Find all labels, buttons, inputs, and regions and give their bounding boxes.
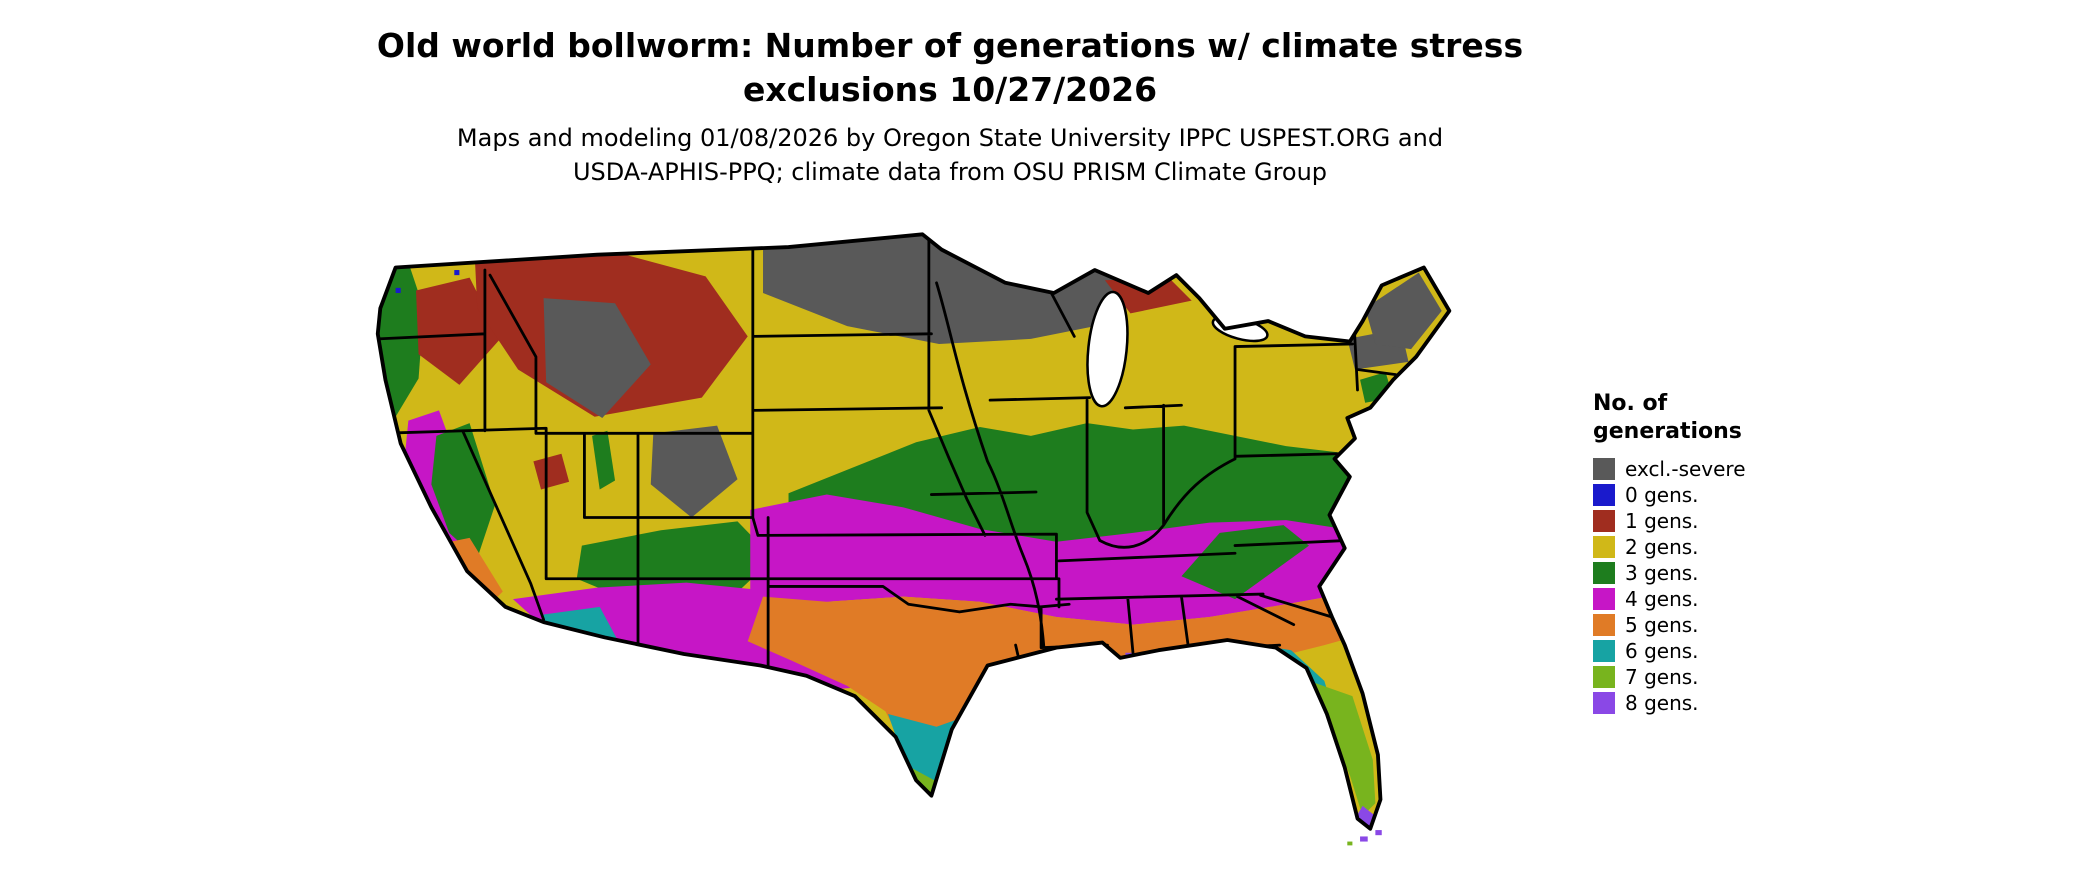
zone-8gens-keys-speck-1	[1360, 836, 1368, 842]
legend-label-7: 7 gens.	[1625, 664, 1699, 689]
zone-1gens-nevada-patch	[533, 453, 570, 490]
zone-8gens-keys-speck-2	[1375, 830, 1382, 836]
legend-item-6: 6 gens.	[1593, 638, 1746, 663]
legend-items: excl.-severe 0 gens. 1 gens. 2 gens. 3 gens.…	[1593, 456, 1746, 715]
legend-label-6: 6 gens.	[1625, 638, 1699, 663]
legend-item-excl: excl.-severe	[1593, 456, 1746, 481]
legend: No. of generations excl.-severe 0 gens. 1 …	[1593, 390, 1746, 717]
legend-label-excl: excl.-severe	[1625, 456, 1746, 481]
zone-excl-northern-tier	[763, 234, 1149, 345]
figure-subtitle-line2: USDA-APHIS-PPQ; climate data from OSU PR…	[572, 157, 1328, 186]
figure-title-line1: Old world bollworm: Number of generation…	[376, 26, 1524, 65]
legend-item-5: 5 gens.	[1593, 612, 1746, 637]
legend-title: No. of generations	[1593, 390, 1746, 445]
zone-excl-colorado	[650, 425, 738, 518]
legend-title-line2: generations	[1593, 418, 1742, 444]
florida-keys-specks	[1347, 830, 1382, 846]
legend-swatch-5	[1593, 613, 1615, 636]
state-borders	[377, 235, 1398, 729]
legend-swatch-4	[1593, 587, 1615, 610]
figure-subtitle-line1: Maps and modeling 01/08/2026 by Oregon S…	[456, 124, 1444, 152]
legend-label-2: 2 gens.	[1625, 534, 1699, 559]
zone-1gens-upper-michigan	[1104, 277, 1192, 314]
legend-swatch-1	[1593, 509, 1615, 532]
legend-swatch-excl	[1593, 457, 1615, 480]
zone-4gens-mid-band	[750, 494, 1358, 625]
zone-3gens-southwest-mountains	[576, 521, 774, 605]
legend-swatch-7	[1593, 665, 1615, 688]
legend-label-5: 5 gens.	[1625, 612, 1699, 637]
legend-item-2: 2 gens.	[1593, 534, 1746, 559]
zone-0gens-speck-2	[395, 287, 401, 293]
us-outline	[375, 232, 1452, 831]
figure-title: Old world bollworm: Number of generation…	[0, 24, 1900, 111]
map-fill-zones	[377, 234, 1450, 829]
zone-3gens-wasatch	[592, 430, 616, 490]
legend-swatch-2	[1593, 535, 1615, 558]
legend-item-7: 7 gens.	[1593, 664, 1746, 689]
zone-8gens-gulf-speck-1	[1097, 645, 1104, 649]
legend-item-4: 4 gens.	[1593, 586, 1746, 611]
legend-item-1: 1 gens.	[1593, 508, 1746, 533]
legend-swatch-0	[1593, 483, 1615, 506]
legend-label-0: 0 gens.	[1625, 482, 1699, 507]
legend-swatch-6	[1593, 639, 1615, 662]
us-generations-map	[375, 232, 1452, 846]
zone-3gens-sierra-nevada	[431, 423, 496, 559]
zone-3gens-cascades	[377, 262, 424, 417]
zone-excl-idaho-wyoming	[543, 298, 651, 419]
figure-title-line2: exclusions 10/27/2026	[742, 69, 1158, 109]
legend-item-0: 0 gens.	[1593, 482, 1746, 507]
legend-label-1: 1 gens.	[1625, 508, 1699, 533]
legend-label-4: 4 gens.	[1625, 586, 1699, 611]
legend-label-8: 8 gens.	[1625, 690, 1699, 715]
zone-0gens-speck-3	[454, 270, 460, 276]
zone-excl-maine	[1365, 272, 1442, 350]
figure-subtitle: Maps and modeling 01/08/2026 by Oregon S…	[0, 122, 1900, 189]
legend-item-8: 8 gens.	[1593, 690, 1746, 715]
legend-swatch-3	[1593, 561, 1615, 584]
legend-swatch-8	[1593, 691, 1615, 714]
legend-item-3: 3 gens.	[1593, 560, 1746, 585]
legend-label-3: 3 gens.	[1625, 560, 1699, 585]
legend-title-line1: No. of	[1593, 391, 1668, 416]
zone-7gens-keys-speck	[1347, 841, 1353, 846]
lake-michigan	[1086, 290, 1129, 408]
